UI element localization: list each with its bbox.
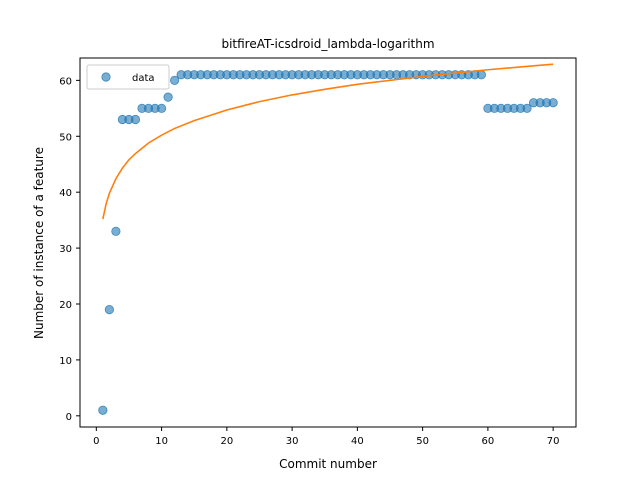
x-tick-label: 40 xyxy=(351,436,364,447)
data-point xyxy=(163,92,173,102)
fit-line xyxy=(102,63,554,220)
axis-ticks: 0 10 20 30 40 50 60 70 0 10 20 30 40 50 60 xyxy=(59,76,559,447)
x-tick-label: 30 xyxy=(286,436,299,447)
axes-frame xyxy=(79,57,577,428)
y-axis-label: Number of instance of a feature xyxy=(32,147,46,339)
legend-marker-data xyxy=(101,72,111,82)
plot-area xyxy=(79,57,577,428)
data-point xyxy=(156,103,167,113)
x-tick-label: 10 xyxy=(155,436,168,447)
chart-title: bitfireAT-icsdroid_lambda-logarithm xyxy=(221,37,434,51)
data-point xyxy=(548,98,558,108)
x-tick-label: 20 xyxy=(220,436,233,447)
x-tick-label: 50 xyxy=(416,436,429,447)
legend-label-data: data xyxy=(132,73,155,84)
x-tick-label: 0 xyxy=(93,436,99,447)
legend-box xyxy=(86,64,170,90)
legend: data xyxy=(86,64,170,90)
data-point xyxy=(111,226,121,236)
data-point xyxy=(476,70,486,80)
data-point xyxy=(98,405,108,415)
data-point xyxy=(522,103,532,113)
y-tick-label: 50 xyxy=(59,132,72,143)
y-tick-label: 40 xyxy=(59,188,72,199)
x-axis-label: Commit number xyxy=(279,457,377,471)
x-tick-label: 60 xyxy=(482,436,495,447)
y-tick-label: 0 xyxy=(66,412,72,423)
data-point xyxy=(104,304,114,315)
y-tick-label: 20 xyxy=(59,300,72,311)
y-tick-label: 30 xyxy=(59,244,72,255)
data-point xyxy=(130,114,141,125)
y-tick-label: 10 xyxy=(59,356,72,367)
x-tick-label: 70 xyxy=(547,436,560,447)
data-point xyxy=(170,75,180,85)
y-tick-label: 60 xyxy=(59,76,72,87)
